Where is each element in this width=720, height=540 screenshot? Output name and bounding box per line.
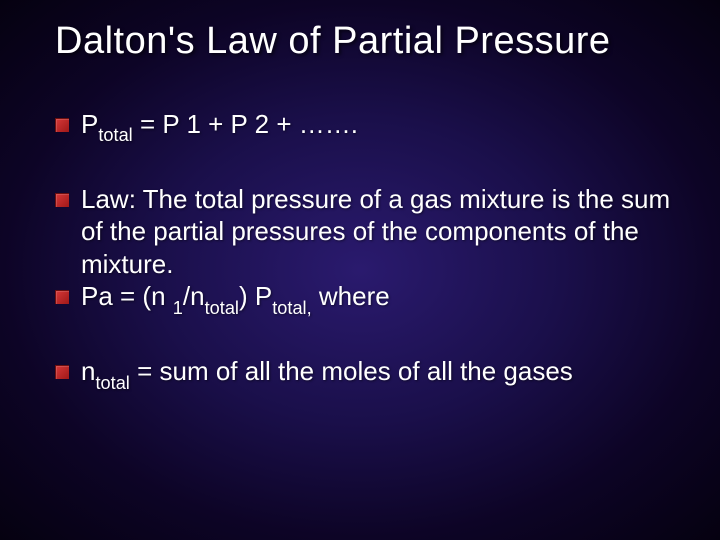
bullet-item: Pa = (n 1/ntotal) Ptotal, where (55, 280, 680, 317)
bullet-item: Law: The total pressure of a gas mixture… (55, 183, 680, 281)
bullet-list: Ptotal = P 1 + P 2 + ……. Law: The total … (55, 108, 680, 392)
slide-title: Dalton's Law of Partial Pressure (55, 20, 680, 63)
slide-container: Dalton's Law of Partial Pressure Ptotal … (0, 0, 720, 540)
bullet-item: ntotal = sum of all the moles of all the… (55, 355, 680, 392)
bullet-item: Ptotal = P 1 + P 2 + ……. (55, 108, 680, 145)
